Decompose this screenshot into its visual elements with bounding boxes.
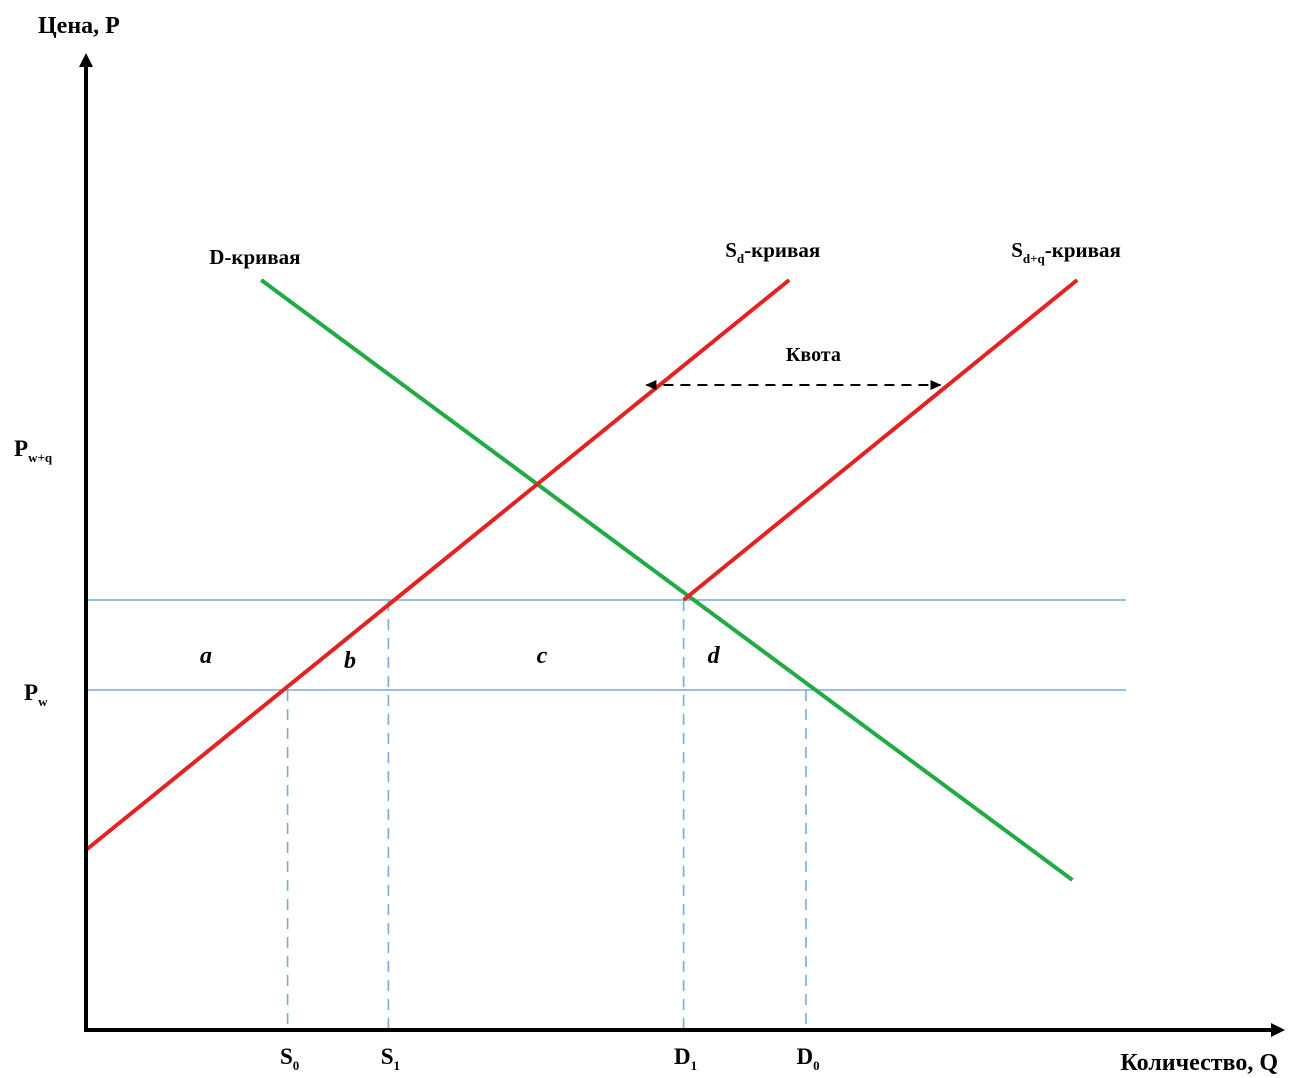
x-tick-D1: D1 xyxy=(674,1044,697,1073)
y-tick-pwq: Pw+q xyxy=(14,436,53,465)
area-label-d: d xyxy=(708,643,721,669)
x-tick-D0: D0 xyxy=(796,1044,819,1073)
area-label-b: b xyxy=(344,648,356,674)
quota-label: Квота xyxy=(786,344,841,366)
x-tick-S1: S1 xyxy=(381,1044,400,1073)
x-tick-S0: S0 xyxy=(280,1044,299,1073)
curve-label-d: D-кривая xyxy=(209,245,300,269)
labels: S0 S1 D1 D0 D-кривая Sd-кривая Sd+q-кривая Pw+q… xyxy=(14,238,1121,1073)
y-tick-pw: Pw xyxy=(24,680,48,709)
curve-label-sd: Sd-кривая xyxy=(725,238,820,266)
guide-lines xyxy=(86,599,1126,1030)
curves xyxy=(84,278,1079,882)
x-axis-label: Количество, Q xyxy=(1120,1050,1278,1076)
curve-2 xyxy=(682,278,1079,602)
y-axis-label: Цена, P xyxy=(38,13,120,39)
curve-0 xyxy=(260,278,1074,882)
area-label-c: c xyxy=(537,643,548,669)
curve-1 xyxy=(84,278,791,852)
curve-label-sdq: Sd+q-кривая xyxy=(1011,238,1121,266)
area-label-a: a xyxy=(200,643,212,669)
axes xyxy=(79,53,1285,1037)
